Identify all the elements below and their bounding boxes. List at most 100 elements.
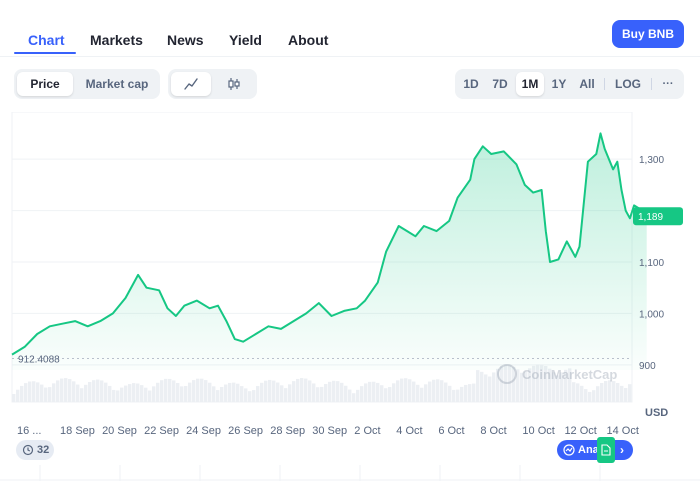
log-scale-toggle[interactable]: LOG [615,77,641,91]
volume-bar [564,369,568,402]
volume-bar [12,394,16,402]
x-tick-label: 24 Sep [186,425,221,437]
volume-bar [440,380,444,402]
volume-bar [220,386,224,402]
range-1m[interactable]: 1M [516,72,544,96]
range-7d[interactable]: 7D [492,77,508,91]
volume-bar [208,382,212,402]
volume-bar [400,378,404,402]
volume-bar [412,381,416,402]
volume-bar [124,385,128,402]
range-separator [651,78,652,90]
volume-bar [268,379,272,402]
volume-bar [540,364,544,402]
volume-bar [160,380,164,402]
volume-bar [112,389,116,402]
volume-bar [60,378,64,402]
buy-bnb-button[interactable]: Buy BNB [612,20,684,48]
document-icon [597,437,615,463]
analysis-icon [563,444,575,456]
volume-bar [20,385,24,402]
tab-news[interactable]: News [167,32,204,48]
x-tick-label: 16 ... [17,425,42,437]
volume-bar [88,381,92,402]
volume-bar [536,364,540,402]
tab-chart[interactable]: Chart [28,32,65,48]
volume-bar [128,384,132,402]
volume-bar [212,386,216,402]
volume-bar [436,379,440,402]
tab-markets[interactable]: Markets [90,32,143,48]
current-price-value: 1,189 [638,212,663,223]
volume-bar [532,365,536,402]
volume-bar [628,384,632,402]
volume-bar [176,382,180,402]
volume-bar [308,380,312,402]
volume-bar [228,382,232,402]
volume-bar [504,365,508,402]
volume-bar [508,365,512,402]
volume-bar [456,389,460,402]
volume-bar [512,366,516,402]
x-tick-label: 28 Sep [270,425,306,437]
range-1d[interactable]: 1D [463,77,479,91]
range-all[interactable]: All [579,77,595,91]
volume-bar [384,388,388,402]
volume-bar [240,386,244,402]
volume-bar [136,383,140,402]
analysis-pill[interactable]: Ana › [557,437,633,463]
price-chart[interactable]: 912.4088 CoinMarketCap 1,3001,2001,1001,… [0,112,700,412]
line-chart-icon [184,78,198,90]
y-tick-label: 900 [639,361,656,372]
volume-bar [244,388,248,402]
tab-yield[interactable]: Yield [229,32,262,48]
volume-bar [556,375,560,402]
volume-bar [464,384,468,402]
volume-bar [568,368,572,402]
time-range-toggle: 1D 7D 1M 1Y All LOG ··· [455,69,684,99]
events-pill[interactable]: 32 [16,440,54,460]
volume-bar [152,386,156,402]
current-price-tag: 1,189 [633,207,683,226]
volume-bar [224,384,228,402]
volume-bar [108,385,112,402]
volume-bar [252,390,256,402]
x-tick-label: 14 Oct [606,425,639,437]
range-1y[interactable]: 1Y [551,77,567,91]
volume-bar [248,391,252,402]
x-tick-label: 2 Oct [354,425,381,437]
volume-bar [172,380,176,402]
volume-bar [588,391,592,402]
volume-bar [480,371,484,402]
volume-bar [368,381,372,402]
price-option[interactable]: Price [17,72,73,96]
volume-bar [328,381,332,402]
volume-bar [232,382,236,402]
volume-bar [312,383,316,402]
volume-bar [332,380,336,402]
history-icon [22,444,34,456]
volume-bar [428,381,432,402]
volume-bar [68,379,72,402]
line-chart-button[interactable] [171,72,211,96]
volume-bar [168,378,172,402]
volume-bar [576,383,580,402]
volume-bar [92,380,96,402]
tab-divider [0,56,700,57]
candlestick-button[interactable] [214,72,254,96]
volume-bar [40,384,44,402]
volume-bar [276,382,280,402]
volume-bar [24,383,28,402]
volume-bar [264,380,268,402]
volume-bar [132,383,136,402]
tab-about[interactable]: About [288,32,329,48]
volume-bar [280,385,284,402]
volume-bar [344,385,348,402]
volume-bar [452,389,456,402]
volume-bar [304,378,308,402]
market-cap-option[interactable]: Market cap [85,77,149,91]
volume-bar [284,388,288,402]
volume-bar [32,381,36,402]
volume-bar [372,381,376,402]
more-options-button[interactable]: ··· [662,78,674,90]
